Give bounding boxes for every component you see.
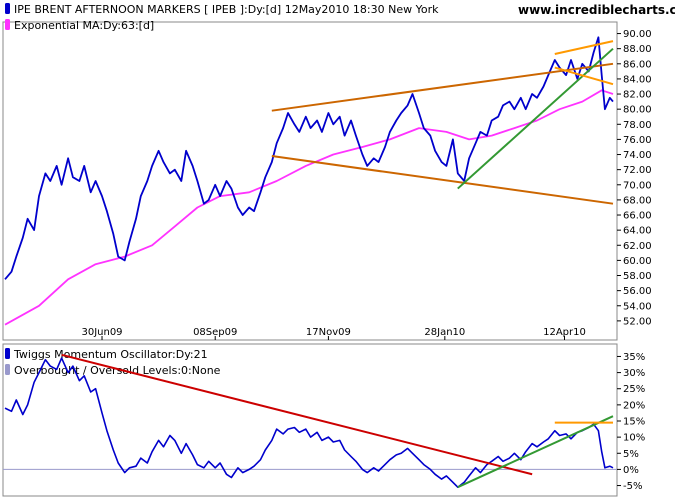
price-trendline-4 (554, 66, 614, 86)
oscillator-plot (3, 353, 617, 489)
price-y-tick-label: 68.00 (623, 195, 652, 206)
brand-watermark: www.incrediblecharts.com (518, 3, 675, 17)
x-tick-label: 12Apr10 (543, 327, 586, 338)
price-y-tick-label: 72.00 (623, 165, 652, 176)
oscillator-legend: Twiggs Momentum Oscillator:Dy:21 Overbou… (5, 348, 221, 377)
axes-layer: 52.00 54.00 56.00 58.00 60.00 62.00 64.00 66.00… (81, 29, 651, 492)
x-tick-label: 17Nov09 (306, 327, 351, 338)
price-plot (4, 36, 614, 326)
ma-legend-label: Exponential MA:Dy:63:[d] (14, 19, 154, 32)
price-panel-frame (2, 21, 618, 341)
price-legend-label: IPE BRENT AFTERNOON MARKERS [ IPEB ]:Dy:… (14, 3, 439, 16)
price-legend-swatch (5, 3, 10, 14)
price-y-tick-label: 82.00 (623, 90, 652, 101)
osc-y-tick-label: -5% (623, 481, 642, 492)
price-y-tick-label: 64.00 (623, 226, 652, 237)
osc-y-tick-label: 5% (623, 449, 639, 460)
osc-y-tick-label: 25% (623, 384, 645, 395)
price-trendline-0 (271, 62, 614, 112)
oscillator-series-0 (4, 357, 614, 489)
osc-legend-swatch (5, 348, 10, 359)
price-y-tick-label: 88.00 (623, 44, 652, 55)
osc-y-tick-label: 0% (623, 465, 639, 476)
osc-y-tick-label: 20% (623, 400, 645, 411)
osc-legend-label: Twiggs Momentum Oscillator:Dy:21 (13, 348, 208, 361)
osc-y-tick-label: 10% (623, 433, 645, 444)
levels-legend-label: Overbought / Oversold Levels:0:None (14, 364, 221, 377)
oscillator-trendline-0 (61, 353, 533, 476)
oscillator-panel-frame (2, 343, 618, 497)
price-y-tick-label: 70.00 (623, 180, 652, 191)
price-y-tick-label: 76.00 (623, 135, 652, 146)
osc-y-tick-label: 30% (623, 368, 645, 379)
price-y-tick-label: 90.00 (623, 29, 652, 40)
x-tick-label: 28Jan10 (424, 327, 465, 338)
frames-layer (2, 21, 618, 497)
x-tick-label: 08Sep09 (193, 327, 237, 338)
price-y-tick-label: 86.00 (623, 59, 652, 70)
price-y-tick-label: 56.00 (623, 286, 652, 297)
price-y-tick-label: 52.00 (623, 316, 652, 327)
price-y-tick-label: 60.00 (623, 256, 652, 267)
osc-y-tick-label: 15% (623, 417, 645, 428)
oscillator-trendline-1 (457, 415, 614, 489)
price-y-tick-label: 62.00 (623, 241, 652, 252)
price-ma-series-0 (4, 89, 614, 326)
price-y-tick-label: 54.00 (623, 301, 652, 312)
price-y-tick-label: 84.00 (623, 74, 652, 85)
price-y-tick-label: 66.00 (623, 211, 652, 222)
price-trendline-2 (457, 47, 614, 190)
price-trendline-1 (271, 155, 614, 205)
price-y-tick-label: 80.00 (623, 105, 652, 116)
price-y-tick-label: 74.00 (623, 150, 652, 161)
ma-legend-swatch (5, 19, 10, 30)
price-y-tick-label: 78.00 (623, 120, 652, 131)
levels-legend-swatch (5, 364, 10, 375)
price-legend: IPE BRENT AFTERNOON MARKERS [ IPEB ]:Dy:… (5, 3, 439, 32)
price-trendline-3 (554, 40, 614, 55)
price-series-0 (4, 36, 614, 280)
osc-y-tick-label: 35% (623, 352, 645, 363)
x-tick-label: 30Jun09 (81, 327, 122, 338)
price-y-tick-label: 58.00 (623, 271, 652, 282)
